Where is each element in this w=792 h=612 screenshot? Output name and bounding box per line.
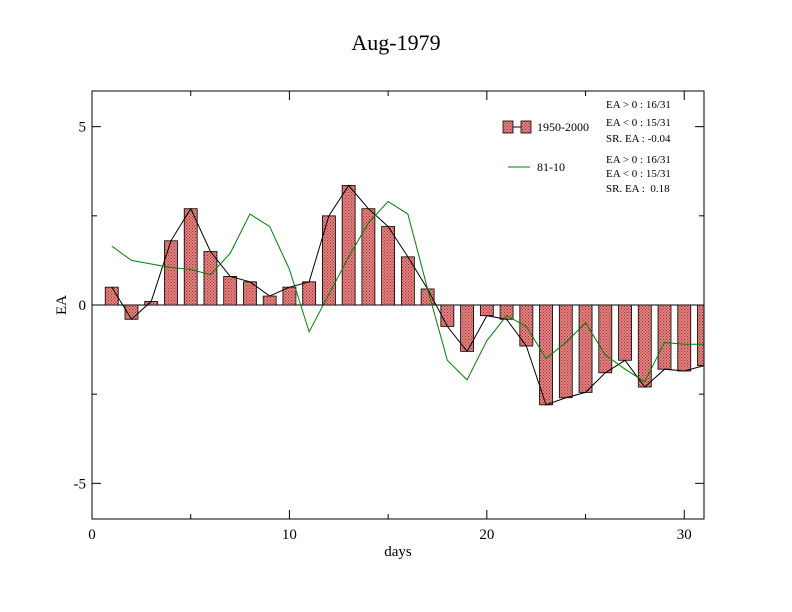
bar-day-11 <box>302 281 317 306</box>
stat-set2-positive: EA > 0 : 16/31 <box>606 154 671 166</box>
y-tick-label-0: 0 <box>79 298 87 314</box>
bar-day-1 <box>104 286 119 306</box>
bar-day-10 <box>282 286 297 306</box>
bar-day-5 <box>183 208 198 306</box>
x-tick-label-20: 20 <box>479 527 494 543</box>
legend-swatch-bar-1950-2000 <box>502 120 514 134</box>
bar-day-15 <box>381 226 396 306</box>
bar-day-4 <box>164 240 178 306</box>
bar-day-30 <box>677 304 692 372</box>
y-tick-label--5: -5 <box>74 476 87 492</box>
legend: 1950-2000 81-10 <box>502 120 589 174</box>
bar-day-25 <box>578 304 593 393</box>
x-axis-label: days <box>384 544 412 560</box>
legend-label-1950-2000: 1950-2000 <box>537 120 589 134</box>
legend-label-81-10: 81-10 <box>537 160 565 174</box>
axes-layer: 0 10 20 30 -5 0 5 <box>74 91 704 543</box>
stats-annotations: EA > 0 : 16/31 EA < 0 : 15/31 SR. EA : -… <box>606 99 671 195</box>
y-axis-label: EA <box>54 295 70 315</box>
bar-day-12 <box>322 215 336 306</box>
bar-day-27 <box>618 304 632 361</box>
bar-day-24 <box>558 304 573 399</box>
plot-layer <box>92 184 705 406</box>
x-tick-label-10: 10 <box>282 527 297 543</box>
stat-set2-sr: SR. EA : 0.18 <box>606 183 670 195</box>
stat-set1-sr: SR. EA : -0.04 <box>606 133 671 145</box>
bar-day-9 <box>262 295 277 306</box>
bar-day-29 <box>657 304 672 370</box>
y-tick-label-5: 5 <box>79 120 87 136</box>
bar-day-18 <box>440 304 455 327</box>
stat-set2-negative: EA < 0 : 15/31 <box>606 168 671 180</box>
bar-day-21 <box>499 304 514 320</box>
bar-day-31 <box>697 304 705 367</box>
bar-day-20 <box>479 304 494 317</box>
x-tick-label-30: 30 <box>677 527 692 543</box>
bar-day-26 <box>598 304 613 374</box>
bar-day-7 <box>223 276 238 306</box>
series-line-81-10 <box>111 200 704 383</box>
x-tick-label-0: 0 <box>88 527 96 543</box>
bar-day-28 <box>637 304 652 388</box>
bar-day-19 <box>460 304 474 352</box>
stat-set1-positive: EA > 0 : 16/31 <box>606 99 671 111</box>
legend-swatch-bar-1950-2000-b <box>520 120 532 134</box>
bar-day-13 <box>341 185 356 306</box>
series-line-1950-2000 <box>111 184 705 406</box>
legend-item-81-10: 81-10 <box>508 160 565 174</box>
stat-set1-negative: EA < 0 : 15/31 <box>606 117 671 129</box>
bar-day-6 <box>203 251 218 306</box>
chart-title: Aug-1979 <box>351 30 440 55</box>
legend-item-1950-2000: 1950-2000 <box>502 120 589 134</box>
